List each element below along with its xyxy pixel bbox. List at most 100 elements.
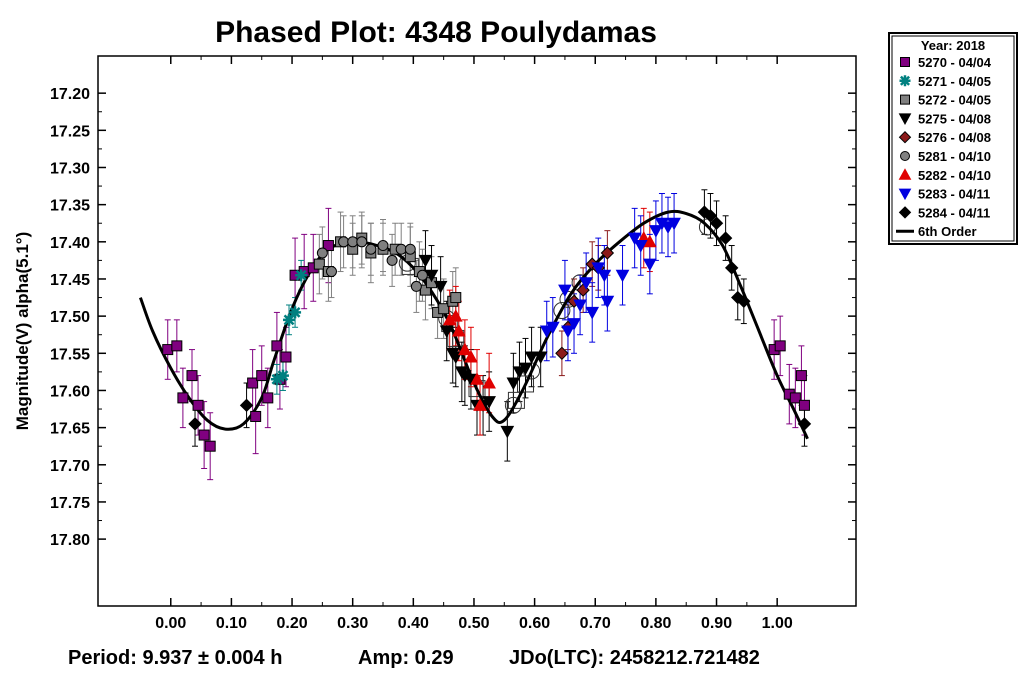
x-tick-label: 0.10 [216,615,247,632]
data-point-series-3 [518,362,533,376]
legend-marker [900,94,910,105]
data-point-series-5 [338,236,350,248]
data-point-series-7 [558,284,572,298]
legend-marker [900,151,910,161]
x-tick-label: 0.50 [458,615,489,632]
data-point-series-0 [322,240,334,252]
legend-entry: 5281 - 04/10 [918,149,991,164]
legend-marker [900,57,910,67]
data-point-series-2 [438,303,450,315]
data-point-series-6 [458,342,472,356]
x-tick-label: 0.70 [580,615,611,632]
data-point-series-7 [627,232,642,246]
data-point-series-6 [482,375,496,389]
data-point-series-0 [204,440,216,452]
data-point-series-7 [591,262,606,275]
data-point-series-2 [419,284,431,296]
legend-marker [898,168,912,180]
data-point-series-1 [295,269,308,282]
legend-entry: 5284 - 04/11 [918,205,990,220]
legend-marker [898,113,912,125]
data-markers [162,205,812,452]
y-tick-label: 17.80 [50,532,90,549]
data-point-series-0 [186,370,198,382]
data-point-series-0 [171,340,183,352]
data-point-series-8 [737,294,751,308]
data-point-series-5 [410,280,422,292]
data-point-series-7 [615,269,630,283]
open-circle-marker [553,302,571,320]
data-point-series-4 [600,246,615,260]
y-tick-label: 17.45 [50,272,90,289]
legend-box [888,32,1018,245]
footer-jdo: JDo(LTC): 2458212.721482 [509,647,760,669]
data-point-series-8 [239,398,254,413]
x-axis: 0.00 0.10 0.20 0.30 0.40 0.50 0.60 0.70 0.80 0.90… [155,56,793,632]
data-point-series-0 [247,377,259,389]
legend-entry: 5283 - 04/11 [918,187,990,202]
legend-marker [898,206,912,219]
x-tick-label: 0.90 [701,615,732,632]
data-point-series-6 [451,323,466,337]
data-point-series-0 [192,399,204,411]
legend-marker [898,130,912,144]
open-circle-marker [504,396,522,414]
data-point-series-1 [270,373,283,386]
data-point-series-5 [404,243,416,255]
data-point-series-5 [377,240,389,252]
data-point-series-0 [774,340,786,352]
x-tick-label: 1.00 [762,615,793,632]
data-point-series-5 [395,243,407,255]
data-point-series-8 [709,216,724,230]
data-point-series-3 [433,280,448,294]
data-point-series-5 [316,247,328,259]
y-tick-label: 17.55 [50,346,90,363]
footer: Period: 9.937 ± 0.004 h Amp: 0.29 JDo(LT… [68,647,760,669]
chart-title: Phased Plot: 4348 Poulydamas [215,16,657,49]
data-point-series-0 [250,410,262,422]
legend-entry-fit: 6th Order [918,224,977,239]
legend-title: Year: 2018 [921,38,985,53]
legend-entry: 5276 - 04/08 [918,130,991,145]
data-point-series-4 [555,346,569,361]
footer-period: Period: 9.937 ± 0.004 h [68,647,282,669]
data-point-series-7 [567,318,581,331]
data-point-series-6 [473,398,487,411]
y-tick-label: 17.65 [50,421,90,438]
y-tick-label: 17.75 [50,495,90,512]
data-point-series-6 [470,372,484,385]
data-point-series-7 [545,321,560,335]
legend-inner-border [891,35,1015,242]
data-point-series-7 [633,240,648,253]
data-point-series-3 [512,366,527,379]
data-point-series-3 [424,269,439,283]
data-point-series-0 [256,370,268,382]
y-tick-label: 17.70 [50,458,90,475]
data-point-series-3 [533,351,548,365]
data-point-series-2 [450,292,462,304]
x-tick-label: 0.20 [276,615,307,632]
data-point-series-0 [198,429,210,441]
data-point-series-5 [325,266,337,278]
y-tick-label: 17.50 [50,309,90,326]
data-point-series-0 [795,370,807,382]
legend-entry: 5270 - 04/04 [918,55,992,70]
data-point-series-1 [283,313,296,326]
data-point-series-8 [703,209,718,223]
y-tick-label: 17.35 [50,198,90,215]
data-point-series-0 [798,399,810,411]
data-point-series-3 [439,325,454,339]
legend-marker [899,75,911,87]
data-point-series-7 [573,299,587,313]
data-point-series-7 [539,325,554,339]
data-point-series-5 [386,254,398,266]
data-point-series-8 [797,417,812,431]
legend: Year: 2018 5270 - 04/04 5271 - 04/05 5272 … [888,32,1018,245]
data-point-series-3 [418,254,433,268]
data-point-series-5 [356,236,368,248]
data-point-series-3 [482,396,496,409]
data-point-series-0 [280,351,292,363]
data-point-series-3 [524,351,539,365]
y-tick-label: 17.20 [50,86,90,103]
